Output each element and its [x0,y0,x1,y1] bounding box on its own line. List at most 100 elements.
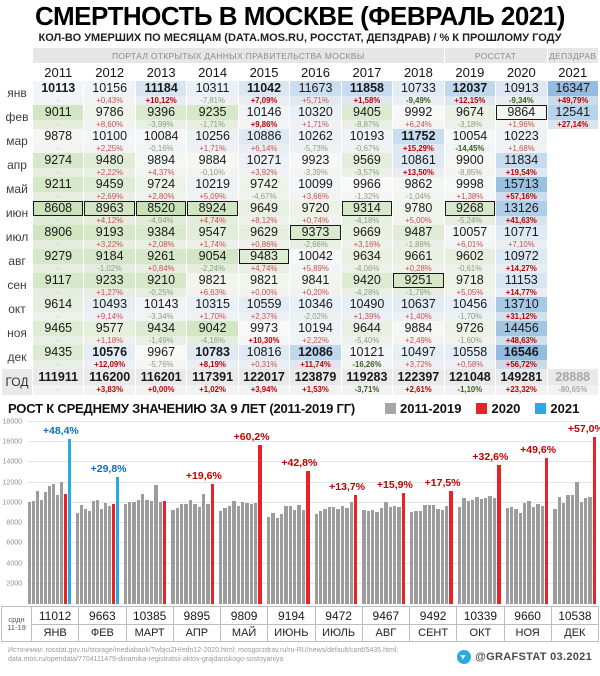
yoy-percent-cell: - [33,385,84,395]
yoy-percent-cell [547,336,598,345]
death-count-cell: 10099 [290,177,341,192]
death-count-cell: 9465 [33,321,84,336]
yoy-percent-cell: +15,29% [393,144,444,153]
death-count-cell: 9193 [84,225,135,240]
month-axis-label: ЯНВ [30,624,80,642]
yoy-percent-cell: -1,79% [393,288,444,297]
plot-area: +48,4% +29,8% +19,6% +60,2% +42,8% +13,7% +15,… [28,421,600,604]
bar-2019 [588,497,592,604]
death-count-cell: 9184 [84,249,135,264]
bar-2011 [410,511,414,604]
death-count-cell: 9435 [33,345,84,360]
yoy-percent-cell: -1,10% [444,385,496,395]
year-total-cell: 117391 [187,369,238,385]
bar-2018 [488,496,492,604]
yoy-percent-cell [547,216,598,225]
year-header-row: 2011 2012 2013 2014 2015 2016 2017 2018 2019 2020… [2,63,598,81]
bar-2016 [240,501,245,604]
bar-2012 [175,508,179,604]
yoy-percent-cell: +8,19% [187,360,238,369]
yoy-percent-cell: +4,74% [238,264,290,273]
bar-2011 [171,510,175,604]
bar-2011 [266,516,271,604]
yoy-percent-cell: -1,60% [444,336,496,345]
yoy-percent-cell: +3,66% [290,192,341,201]
bar-2019 [301,510,306,604]
y-tick: 10000 [2,499,22,507]
bar-2020 [210,484,214,604]
bar-2011 [505,508,509,604]
month-group-11: +49,6% [505,422,556,604]
legend-swatch-blue [535,402,547,414]
yoy-percent-cell [547,144,598,153]
death-count-cell: 11153 [496,273,547,288]
yoy-percent-cell: +6,24% [393,120,444,129]
month-label: авг [2,249,32,273]
death-count-cell: 10733 [393,81,444,96]
bar-2013 [132,502,136,604]
yoy-percent-cell [547,360,598,369]
death-count-cell: 9724 [135,177,187,192]
bar-2020 [449,491,453,604]
yoy-percent-cell: -3,39% [290,168,341,177]
legend-label: 2021 [550,400,580,416]
year-header: 2012 [84,63,135,81]
death-count-cell: 9279 [33,249,84,264]
bar-2014 [87,510,91,604]
bar-2020 [353,495,358,604]
death-count-cell: 15713 [496,177,547,192]
yoy-percent-cell: +1,27% [84,288,135,297]
death-count-cell: 9420 [341,273,393,288]
month-label: сен [2,273,32,297]
bar-annotation: +29,8% [90,463,127,476]
month-axis-label: ФЕВ [78,624,127,642]
yoy-percent-cell: -1,88% [393,240,444,249]
yoy-percent-cell: -0,10% [187,168,238,177]
chart-header: РОСТ К СРЕДНЕМУ ЗНАЧЕНИЮ ЗА 9 ЛЕТ (2011-… [8,400,600,416]
death-count-cell: 9644 [341,321,393,336]
bar-2021 [67,438,71,604]
month-group-8: +15,9% [362,422,413,604]
month-label: янв [2,81,32,105]
yoy-percent-cell: +1,74% [187,240,238,249]
death-count-cell: 10493 [84,297,135,312]
yoy-percent-cell: +5,00% [393,216,444,225]
yoy-percent-cell: +14,27% [496,264,547,273]
year-header: 2019 [444,63,496,81]
bar-2016 [193,503,197,604]
bar-2016 [95,499,99,604]
chart-legend: 2011-2019 2020 2021 [385,401,579,416]
bar-2015 [332,506,336,604]
month-group-12: +57,0% [553,422,600,604]
death-count-cell: 9602 [444,249,496,264]
yoy-percent-cell: - [33,312,84,321]
y-tick: 4000 [6,560,22,568]
gridline [28,461,596,463]
yoy-percent-cell: -5,73% [290,144,341,153]
death-count-cell: 9864 [496,105,547,120]
death-count-cell: 9884 [393,321,444,336]
bar-2019 [540,505,544,604]
bar-2013 [227,505,232,604]
bar-2011 [457,506,462,604]
death-count-cell: 10121 [341,345,393,360]
yoy-percent-cell: -1,04% [393,192,444,201]
avg-value-cell: 9809 [219,606,269,625]
yoy-percent-cell: - [33,360,84,369]
bar-2012 [223,508,227,604]
yoy-percent-cell: +0,20% [290,288,341,297]
avg-value-cell: 10385 [125,606,174,625]
death-count-cell: 9821 [238,273,290,288]
y-tick: 18000 [2,418,22,426]
yoy-percent-cell: +1,58% [341,96,393,105]
bar-2017 [51,484,55,604]
month-axis-label: АПР [172,624,222,642]
year-header: 2018 [393,63,444,81]
bar-2013 [275,517,279,604]
yoy-percent-cell: - [33,120,84,129]
month-percent-row: - +2,69% +2,80% +5,09% -4,67% +3,66% -1,32% -1,… [2,192,598,201]
death-count-cell: 9998 [444,177,496,192]
yoy-percent-cell: +0,86% [238,240,290,249]
yoy-percent-cell [547,192,598,201]
bar-2017 [484,497,488,604]
